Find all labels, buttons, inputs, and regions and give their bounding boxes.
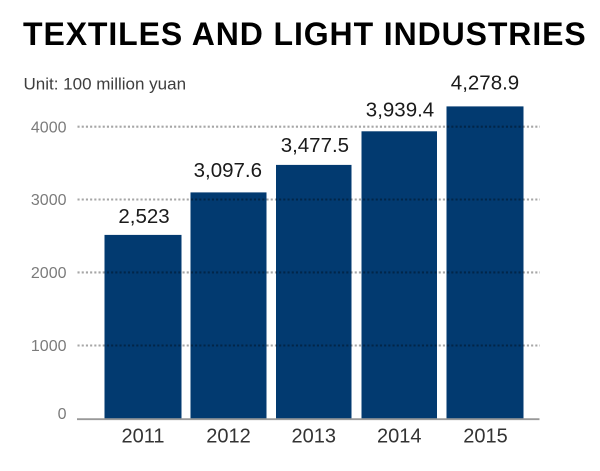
svg-text:2000: 2000	[31, 265, 67, 282]
svg-text:4000: 4000	[31, 120, 67, 137]
svg-text:0: 0	[58, 406, 67, 423]
svg-text:Unit: 100 million yuan: Unit: 100 million yuan	[24, 74, 187, 93]
svg-text:TEXTILES AND LIGHT INDUSTRIES: TEXTILES AND LIGHT INDUSTRIES	[23, 16, 587, 52]
svg-text:2014: 2014	[377, 426, 422, 448]
svg-text:3,477.5: 3,477.5	[281, 134, 349, 157]
svg-text:2,523: 2,523	[118, 205, 169, 228]
svg-text:2015: 2015	[463, 426, 508, 448]
svg-text:4,278.9: 4,278.9	[451, 72, 519, 95]
svg-text:1000: 1000	[31, 338, 67, 355]
svg-text:3,097.6: 3,097.6	[194, 159, 262, 182]
svg-text:2011: 2011	[121, 426, 164, 448]
svg-text:2012: 2012	[206, 426, 251, 448]
svg-text:2013: 2013	[292, 426, 337, 448]
svg-text:3000: 3000	[31, 192, 67, 209]
svg-text:3,939.4: 3,939.4	[366, 98, 434, 121]
